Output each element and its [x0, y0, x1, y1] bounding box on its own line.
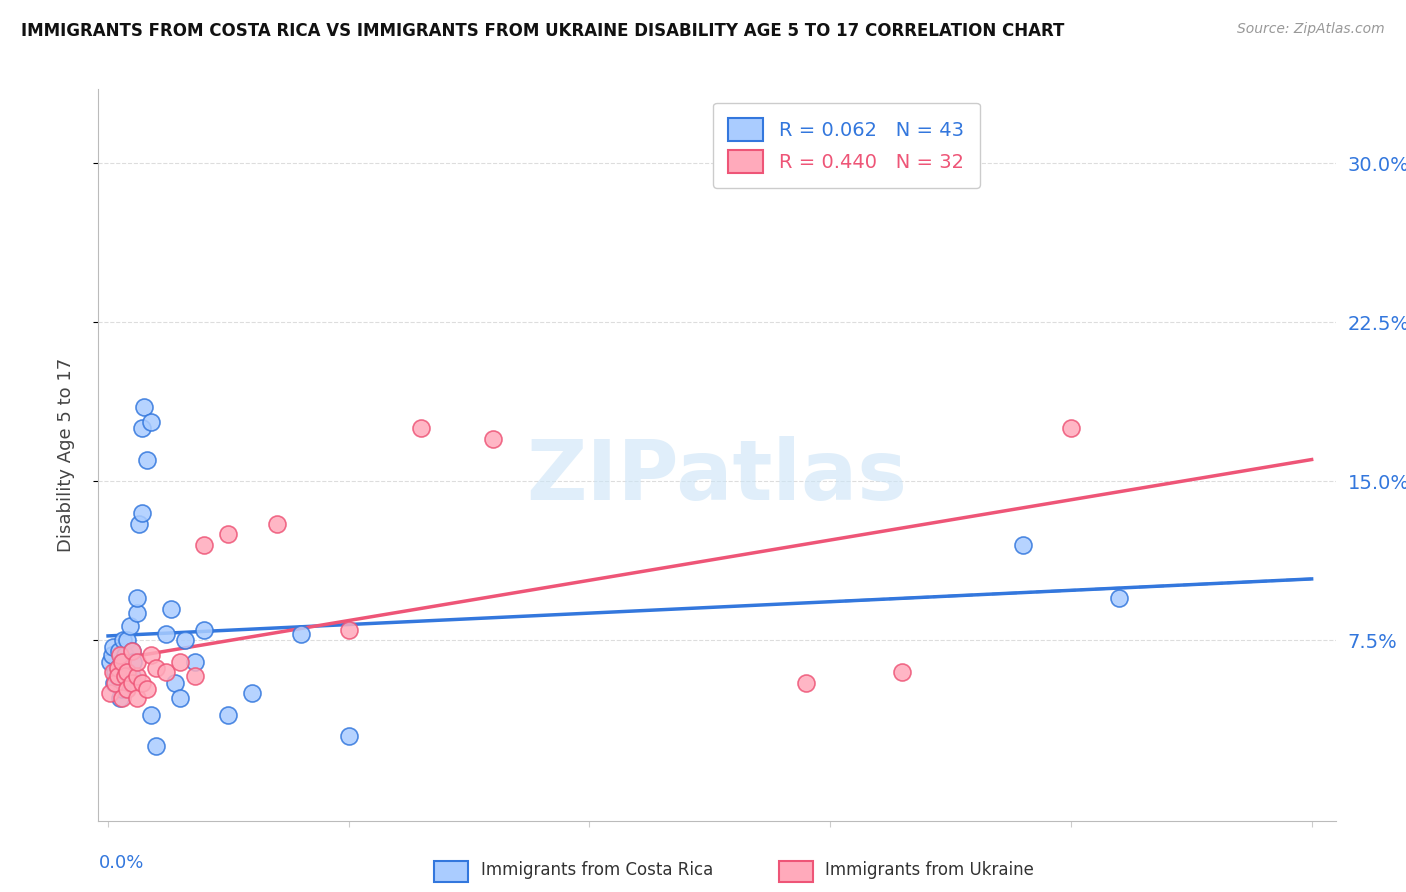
- Point: [1011, 538, 1033, 552]
- Point: [135, 453, 157, 467]
- Point: [121, 676, 143, 690]
- Point: [1060, 421, 1083, 435]
- Point: [141, 707, 163, 722]
- Point: [183, 655, 205, 669]
- Point: [141, 648, 163, 663]
- Point: [114, 669, 136, 683]
- Point: [122, 655, 145, 669]
- Point: [108, 690, 131, 705]
- Point: [134, 401, 156, 415]
- Text: IMMIGRANTS FROM COSTA RICA VS IMMIGRANTS FROM UKRAINE DISABILITY AGE 5 TO 17 COR: IMMIGRANTS FROM COSTA RICA VS IMMIGRANTS…: [21, 22, 1064, 40]
- Point: [125, 669, 148, 683]
- Point: [482, 432, 505, 446]
- Point: [107, 661, 129, 675]
- Point: [107, 661, 129, 675]
- Point: [117, 665, 139, 680]
- Text: Immigrants from Ukraine: Immigrants from Ukraine: [825, 861, 1035, 879]
- Point: [131, 676, 153, 690]
- Point: [155, 627, 177, 641]
- Text: 0.0%: 0.0%: [98, 854, 143, 871]
- Point: [100, 686, 122, 700]
- Point: [103, 676, 125, 690]
- Point: [145, 661, 167, 675]
- Point: [117, 669, 139, 683]
- Point: [121, 644, 143, 658]
- Point: [891, 665, 914, 680]
- Point: [217, 527, 239, 541]
- Point: [242, 686, 264, 700]
- Point: [145, 739, 167, 754]
- Point: [107, 644, 129, 658]
- Point: [121, 669, 143, 683]
- Point: [108, 648, 131, 663]
- Point: [125, 655, 148, 669]
- Point: [125, 591, 148, 605]
- Legend: R = 0.062   N = 43, R = 0.440   N = 32: R = 0.062 N = 43, R = 0.440 N = 32: [713, 103, 980, 188]
- Text: Source: ZipAtlas.com: Source: ZipAtlas.com: [1237, 22, 1385, 37]
- Point: [193, 538, 215, 552]
- Point: [105, 669, 128, 683]
- Point: [155, 665, 177, 680]
- Point: [159, 601, 181, 615]
- Point: [290, 627, 312, 641]
- Point: [112, 633, 135, 648]
- Point: [101, 665, 124, 680]
- Point: [101, 648, 124, 663]
- Point: [337, 729, 360, 743]
- Point: [125, 606, 148, 620]
- Point: [193, 623, 215, 637]
- Point: [131, 421, 153, 435]
- Point: [165, 676, 187, 690]
- Point: [131, 506, 153, 520]
- Point: [794, 676, 817, 690]
- Point: [117, 665, 139, 680]
- Point: [266, 516, 288, 531]
- Point: [169, 655, 191, 669]
- Point: [121, 644, 143, 658]
- Point: [135, 682, 157, 697]
- Point: [104, 676, 127, 690]
- Text: Immigrants from Costa Rica: Immigrants from Costa Rica: [481, 861, 713, 879]
- Point: [111, 655, 134, 669]
- Point: [174, 633, 197, 648]
- Point: [117, 682, 139, 697]
- Point: [111, 682, 134, 697]
- Point: [111, 655, 134, 669]
- Point: [101, 640, 124, 654]
- Point: [100, 655, 122, 669]
- Point: [409, 421, 432, 435]
- Point: [141, 415, 163, 429]
- Y-axis label: Disability Age 5 to 17: Disability Age 5 to 17: [56, 358, 75, 552]
- Point: [128, 516, 150, 531]
- Point: [183, 669, 205, 683]
- Point: [1108, 591, 1130, 605]
- Point: [117, 633, 139, 648]
- Point: [217, 707, 239, 722]
- Point: [114, 648, 136, 663]
- Text: ZIPatlas: ZIPatlas: [527, 436, 907, 517]
- Point: [337, 623, 360, 637]
- Point: [111, 690, 134, 705]
- Point: [107, 669, 129, 683]
- Point: [118, 618, 141, 632]
- Point: [169, 690, 191, 705]
- Point: [125, 690, 148, 705]
- Point: [104, 665, 127, 680]
